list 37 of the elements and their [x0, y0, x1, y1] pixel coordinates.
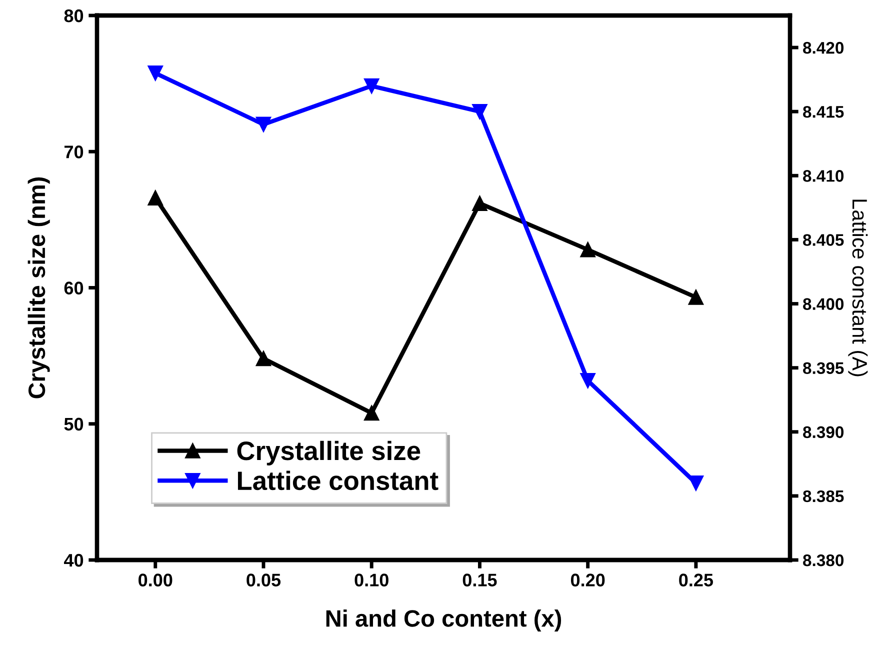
- y-tick-label: 60: [64, 282, 84, 294]
- point: [580, 372, 596, 388]
- point: [364, 78, 380, 94]
- y2-axis-title: Lattice constant (A): [848, 200, 868, 376]
- y-tick-label: 50: [64, 418, 84, 431]
- x-axis-title: Ni and Co content (x): [326, 609, 562, 632]
- y2-tick-label: 8.420: [803, 42, 844, 54]
- y2-tick-label: 8.410: [803, 170, 844, 182]
- x-tick-label: 0.15: [462, 574, 497, 586]
- point: [688, 475, 704, 491]
- y-tick-label: 80: [64, 9, 84, 22]
- point: [148, 190, 164, 206]
- point: [148, 66, 164, 81]
- point: [256, 350, 272, 366]
- y2-tick-label: 8.405: [803, 234, 844, 246]
- y2-tick-label: 8.400: [803, 298, 844, 310]
- point: [256, 116, 272, 132]
- y-tick-label: 70: [64, 146, 84, 158]
- point: [472, 196, 488, 211]
- y2-tick-label: 8.390: [803, 426, 844, 438]
- point: [580, 242, 596, 258]
- y2-tick-label: 8.385: [803, 490, 844, 502]
- legend-label: Lattice constant: [238, 470, 438, 490]
- point: [472, 104, 488, 120]
- y2-tick-label: 8.380: [803, 554, 844, 566]
- legend-label: Crystallite size: [237, 440, 420, 466]
- x-tick-label: 0.05: [246, 574, 281, 586]
- x-tick-label: 0.25: [679, 574, 714, 586]
- x-tick-label: 0.20: [570, 574, 605, 586]
- point: [688, 290, 704, 305]
- x-tick-label: 0.00: [138, 574, 172, 586]
- y-axis-title: Crystallite size (nm): [28, 177, 50, 398]
- x-tick-label: 0.10: [354, 574, 388, 586]
- y-tick-label: 40: [64, 554, 84, 567]
- y2-tick-label: 8.415: [803, 106, 844, 118]
- y2-tick-label: 8.395: [803, 362, 844, 374]
- point: [364, 405, 380, 421]
